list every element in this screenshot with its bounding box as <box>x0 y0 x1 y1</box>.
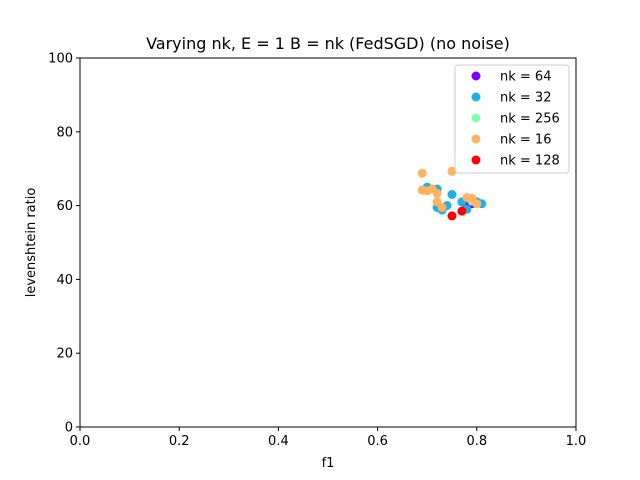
y-axis-ticks: 0 20 40 60 80 100 <box>48 52 80 436</box>
legend-label: nk = 16 <box>500 133 551 148</box>
points-layer <box>417 166 487 221</box>
data-point <box>432 188 442 198</box>
y-axis-label: levenshtein ratio <box>24 188 39 298</box>
legend-marker <box>471 155 481 165</box>
x-tick-label: 0.8 <box>466 434 487 449</box>
y-tick-label: 0 <box>65 421 73 436</box>
series-4 <box>447 206 467 221</box>
legend-label: nk = 64 <box>500 70 551 85</box>
x-axis-label: f1 <box>322 456 335 471</box>
data-point <box>447 166 457 176</box>
legend-marker <box>471 71 481 81</box>
y-tick-label: 80 <box>56 125 73 140</box>
plot-frame <box>79 57 577 428</box>
y-tick-label: 100 <box>48 52 73 67</box>
x-tick-label: 0.2 <box>169 434 190 449</box>
legend: nk = 64 nk = 32 nk = 256 nk = 16 nk = 128 <box>454 64 570 174</box>
legend-items: nk = 64 nk = 32 nk = 256 nk = 16 nk = 128 <box>471 70 560 169</box>
x-tick-label: 0.6 <box>367 434 388 449</box>
legend-entry: nk = 256 <box>471 112 560 127</box>
x-tick-label: 0.0 <box>70 434 91 449</box>
x-tick-label: 1.0 <box>566 434 587 449</box>
data-point <box>447 211 457 221</box>
legend-marker <box>471 113 481 123</box>
legend-label: nk = 128 <box>500 154 560 169</box>
legend-box <box>454 64 570 174</box>
legend-entry: nk = 16 <box>471 133 551 148</box>
chart-title: Varying nk, E = 1 B = nk (FedSGD) (no no… <box>146 34 510 53</box>
y-tick-label: 60 <box>56 199 73 214</box>
data-point <box>447 190 457 200</box>
legend-entry: nk = 128 <box>471 154 560 169</box>
legend-entry: nk = 64 <box>471 70 551 85</box>
legend-entry: nk = 32 <box>471 91 551 106</box>
legend-marker <box>471 92 481 102</box>
legend-label: nk = 32 <box>500 91 551 106</box>
legend-marker <box>471 134 481 144</box>
data-point <box>457 206 467 216</box>
y-tick-label: 20 <box>56 347 73 362</box>
data-point <box>437 202 447 212</box>
series-3 <box>417 166 482 212</box>
legend-label: nk = 256 <box>500 112 560 127</box>
data-point <box>417 168 427 178</box>
y-tick-label: 40 <box>56 273 73 288</box>
x-tick-label: 0.4 <box>268 434 289 449</box>
x-axis-ticks: 0.0 0.2 0.4 0.6 0.8 1.0 <box>70 427 587 449</box>
data-point <box>472 199 482 209</box>
